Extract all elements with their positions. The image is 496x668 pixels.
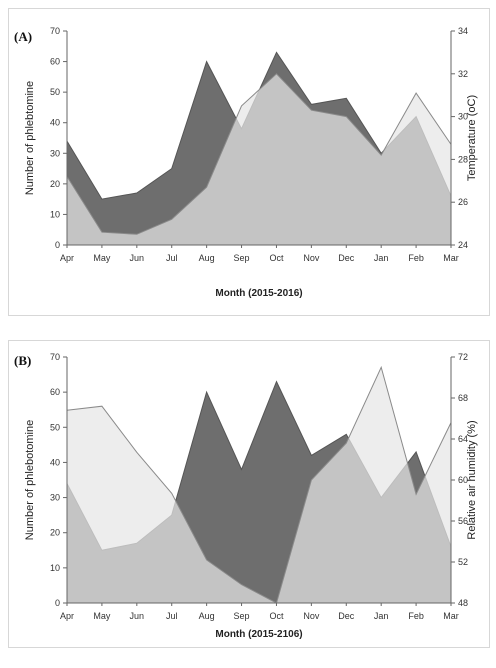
panel-label-a: (A) bbox=[14, 29, 32, 44]
x-tick-label: Aug bbox=[199, 253, 215, 263]
x-tick-label: Jan bbox=[374, 611, 389, 621]
y-tick-label: 30 bbox=[50, 493, 60, 503]
y2-tick-label: 56 bbox=[458, 516, 468, 526]
y2-tick-label: 30 bbox=[458, 112, 468, 122]
x-tick-label: Jan bbox=[374, 253, 389, 263]
x-tick-label: Feb bbox=[408, 611, 424, 621]
y-tick-label: 0 bbox=[55, 598, 60, 608]
y2-axis-title: Temperature (oC) bbox=[466, 95, 478, 181]
x-tick-label: Jun bbox=[130, 253, 145, 263]
y-tick-label: 10 bbox=[50, 563, 60, 573]
y-tick-label: 70 bbox=[50, 26, 60, 36]
y2-tick-label: 64 bbox=[458, 434, 468, 444]
y-tick-label: 30 bbox=[50, 148, 60, 158]
x-tick-label: Apr bbox=[60, 611, 74, 621]
y2-tick-label: 34 bbox=[458, 26, 468, 36]
chart-a-areas bbox=[66, 51, 452, 246]
left-tick-labels: 0 10 20 30 40 50 60 70 bbox=[50, 26, 67, 250]
x-tick-labels: Apr May Jun Jul Aug Sep Oct Nov Dec Jan Feb Mar bbox=[60, 603, 459, 621]
series-outline-right bbox=[66, 365, 452, 604]
x-axis-title: Month (2015-2016) bbox=[215, 288, 302, 299]
x-tick-label: Oct bbox=[269, 253, 284, 263]
y2-tick-label: 28 bbox=[458, 154, 468, 164]
x-tick-label: May bbox=[93, 611, 111, 621]
y-tick-label: 50 bbox=[50, 87, 60, 97]
series-area-right bbox=[67, 367, 451, 603]
panel-label-b: (B) bbox=[14, 353, 31, 368]
x-tick-labels: Apr May Jun Jul Aug Sep Oct Nov Dec Jan Feb Mar bbox=[60, 245, 459, 263]
y-tick-label: 10 bbox=[50, 209, 60, 219]
series-area-right bbox=[67, 73, 451, 245]
x-tick-label: Dec bbox=[338, 253, 355, 263]
y-tick-label: 40 bbox=[50, 457, 60, 467]
y-tick-label: 60 bbox=[50, 57, 60, 67]
x-tick-label: Jul bbox=[166, 253, 178, 263]
y2-tick-label: 32 bbox=[458, 69, 468, 79]
chart-panel-b: (B) 0 10 20 30 40 50 60 70 48 52 56 60 64 68 72 Apr Ma… bbox=[8, 340, 490, 648]
y2-tick-label: 48 bbox=[458, 598, 468, 608]
x-tick-label: Aug bbox=[199, 611, 215, 621]
series-outline-right bbox=[66, 73, 452, 235]
y2-tick-label: 52 bbox=[458, 557, 468, 567]
chart-b-areas bbox=[66, 365, 452, 604]
y-axis-title: Number of phlebtomine bbox=[24, 81, 36, 195]
y2-tick-label: 68 bbox=[458, 393, 468, 403]
y2-tick-label: 60 bbox=[458, 475, 468, 485]
x-tick-label: Jun bbox=[130, 611, 145, 621]
y-tick-label: 20 bbox=[50, 528, 60, 538]
y-tick-label: 20 bbox=[50, 179, 60, 189]
x-tick-label: Mar bbox=[443, 611, 459, 621]
y2-tick-label: 72 bbox=[458, 352, 468, 362]
x-tick-label: Mar bbox=[443, 253, 459, 263]
y-tick-label: 0 bbox=[55, 240, 60, 250]
y-tick-label: 40 bbox=[50, 118, 60, 128]
y-tick-label: 50 bbox=[50, 422, 60, 432]
right-tick-labels: 24 26 28 30 32 34 bbox=[451, 26, 468, 250]
y-tick-label: 70 bbox=[50, 352, 60, 362]
y2-tick-label: 26 bbox=[458, 197, 468, 207]
x-tick-label: Sep bbox=[234, 611, 250, 621]
x-tick-label: Dec bbox=[338, 611, 355, 621]
x-axis-title: Month (2015-2106) bbox=[215, 629, 302, 640]
x-tick-label: Nov bbox=[303, 611, 320, 621]
x-tick-label: Jul bbox=[166, 611, 178, 621]
chart-b-svg: (B) 0 10 20 30 40 50 60 70 48 52 56 60 64 68 72 Apr Ma… bbox=[14, 352, 478, 640]
right-tick-labels: 48 52 56 60 64 68 72 bbox=[451, 352, 468, 608]
chart-panel-a: (A) 0 10 20 30 40 50 60 70 24 26 28 30 32 34 Apr May J… bbox=[8, 8, 490, 316]
x-tick-label: Feb bbox=[408, 253, 424, 263]
x-tick-label: Sep bbox=[234, 253, 250, 263]
chart-a-svg: (A) 0 10 20 30 40 50 60 70 24 26 28 30 32 34 Apr May J… bbox=[14, 26, 478, 299]
x-tick-label: Oct bbox=[269, 611, 284, 621]
left-tick-labels: 0 10 20 30 40 50 60 70 bbox=[50, 352, 67, 608]
y-axis-title: Number of phlebotomine bbox=[24, 420, 36, 540]
x-tick-label: Nov bbox=[303, 253, 320, 263]
x-tick-label: Apr bbox=[60, 253, 74, 263]
x-tick-label: May bbox=[93, 253, 111, 263]
y2-axis-title: Relative air humidity (%) bbox=[466, 420, 478, 539]
y2-tick-label: 24 bbox=[458, 240, 468, 250]
y-tick-label: 60 bbox=[50, 387, 60, 397]
